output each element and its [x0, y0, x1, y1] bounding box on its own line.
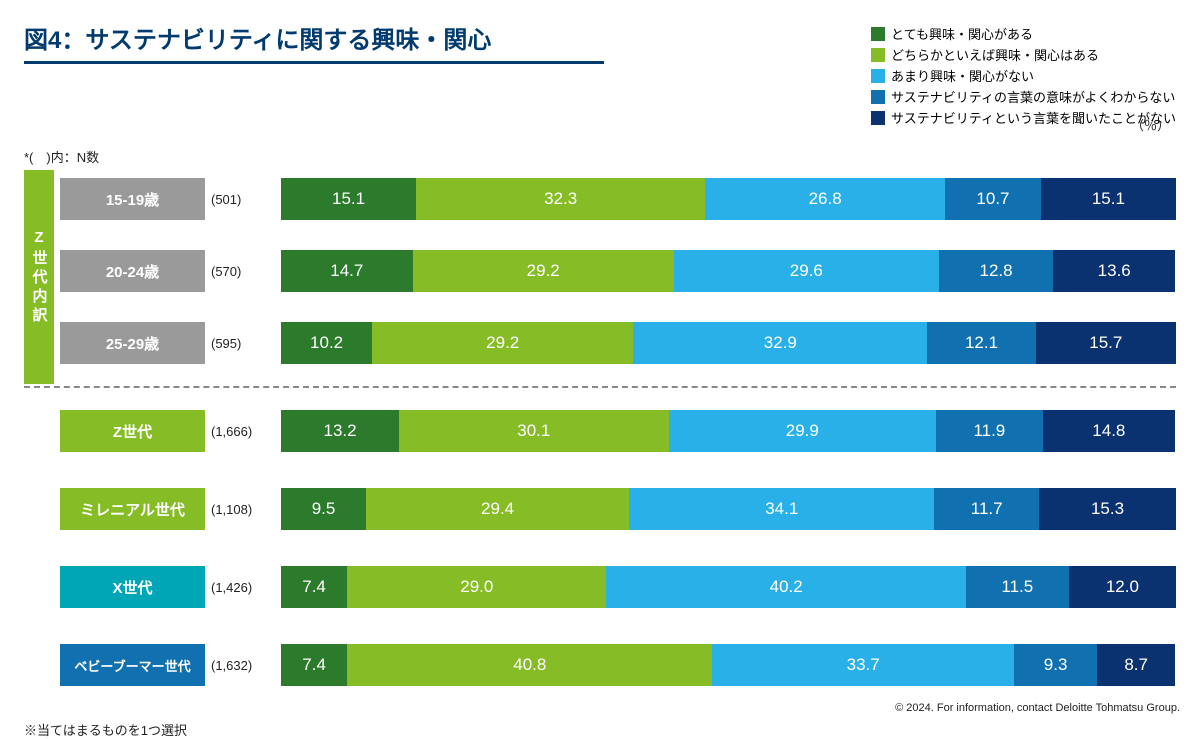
legend-label: サステナビリティの言葉の意味がよくわからない [891, 87, 1175, 106]
category-label: ミレニアル世代 [60, 488, 205, 530]
z-gen-vertical-tab: Z世代内訳 [24, 170, 54, 384]
bar-segment: 12.1 [927, 322, 1035, 364]
n-value: (1,632) [211, 658, 271, 673]
bar-segment: 12.8 [939, 250, 1054, 292]
legend-swatch [871, 111, 885, 125]
bar-segment: 15.7 [1036, 322, 1176, 364]
percent-note: （％） [1131, 115, 1170, 134]
bar-segment: 14.8 [1043, 410, 1175, 452]
bar-segment: 29.6 [674, 250, 939, 292]
chart-row: 15-19歳(501)15.132.326.810.715.1 [60, 170, 1176, 228]
bar-segment: 29.0 [347, 566, 606, 608]
bar-segment: 15.3 [1039, 488, 1176, 530]
bar-segment: 13.6 [1053, 250, 1175, 292]
bar-segment: 40.2 [606, 566, 965, 608]
bar-segment: 33.7 [712, 644, 1014, 686]
legend-item: サステナビリティの言葉の意味がよくわからない [871, 87, 1176, 106]
bar-segment: 14.7 [281, 250, 413, 292]
legend: とても興味・関心があるどちらかといえば興味・関心はあるあまり興味・関心がないサス… [871, 24, 1176, 129]
bar-segment: 32.9 [633, 322, 927, 364]
n-value: (1,108) [211, 502, 271, 517]
stacked-bar: 7.440.833.79.38.7 [281, 644, 1176, 686]
bar-segment: 13.2 [281, 410, 399, 452]
category-label: 15-19歳 [60, 178, 205, 220]
copyright: © 2024. For information, contact Deloitt… [895, 702, 1180, 714]
legend-swatch [871, 48, 885, 62]
chart-row: ベビーブーマー世代 (1,632) 7.440.833.79.38.7 [60, 636, 1176, 694]
group-divider [24, 386, 1176, 388]
bar-segment: 29.2 [413, 250, 674, 292]
bar-segment: 30.1 [399, 410, 668, 452]
bar-segment: 11.5 [966, 566, 1069, 608]
category-label: 20-24歳 [60, 250, 205, 292]
category-label: Z世代 [60, 410, 205, 452]
bar-segment: 11.7 [934, 488, 1039, 530]
stacked-bar: 14.729.229.612.813.6 [281, 250, 1176, 292]
bar-segment: 7.4 [281, 566, 347, 608]
bar-segment: 12.0 [1069, 566, 1176, 608]
n-value: (595) [211, 336, 271, 351]
chart-row: 20-24歳 (570) 14.729.229.612.813.6 [60, 242, 1176, 300]
footnote: ※当てはまるものを1つ選択 [24, 720, 1176, 739]
legend-label: とても興味・関心がある [891, 24, 1033, 43]
legend-swatch [871, 27, 885, 41]
chart-title: 図4：サステナビリティに関する興味・関心 [24, 20, 604, 64]
n-value: (1,426) [211, 580, 271, 595]
legend-item: とても興味・関心がある [871, 24, 1176, 43]
stacked-bar: 13.230.129.911.914.8 [281, 410, 1176, 452]
bar-segment: 15.1 [281, 178, 416, 220]
legend-label: あまり興味・関心がない [891, 66, 1034, 85]
n-value: (501) [211, 192, 271, 207]
chart-row: 25-29歳 (595) 10.229.232.912.115.7 [60, 314, 1176, 372]
bar-segment: 34.1 [629, 488, 934, 530]
bar-segment: 26.8 [705, 178, 945, 220]
category-label: 25-29歳 [60, 322, 205, 364]
category-label: X世代 [60, 566, 205, 608]
bar-segment: 9.3 [1014, 644, 1097, 686]
bar-segment: 10.2 [281, 322, 372, 364]
bar-segment: 15.1 [1041, 178, 1176, 220]
stacked-bar: 9.529.434.111.715.3 [281, 488, 1176, 530]
n-note: *( )内：N数 [24, 147, 1176, 166]
chart-row: X世代 (1,426) 7.429.040.211.512.0 [60, 558, 1176, 616]
category-label: ベビーブーマー世代 [60, 644, 205, 686]
bar-segment: 11.9 [936, 410, 1043, 452]
bar-segment: 29.2 [372, 322, 633, 364]
bar-segment: 32.3 [416, 178, 705, 220]
legend-item: どちらかといえば興味・関心はある [871, 45, 1176, 64]
bar-segment: 9.5 [281, 488, 366, 530]
chart-row: ミレニアル世代 (1,108) 9.529.434.111.715.3 [60, 480, 1176, 538]
n-value: (1,666) [211, 424, 271, 439]
chart-area: Z世代内訳 15-19歳(501)15.132.326.810.715.120-… [24, 170, 1176, 386]
bar-segment: 8.7 [1097, 644, 1175, 686]
legend-item: あまり興味・関心がない [871, 66, 1176, 85]
bar-segment: 10.7 [945, 178, 1041, 220]
stacked-bar: 10.229.232.912.115.7 [281, 322, 1176, 364]
bar-segment: 29.9 [669, 410, 937, 452]
chart-row: Z世代 (1,666) 13.230.129.911.914.8 [60, 402, 1176, 460]
legend-label: どちらかといえば興味・関心はある [891, 45, 1099, 64]
stacked-bar: 7.429.040.211.512.0 [281, 566, 1176, 608]
bar-segment: 29.4 [366, 488, 629, 530]
bar-segment: 40.8 [347, 644, 712, 686]
legend-swatch [871, 69, 885, 83]
bar-segment: 7.4 [281, 644, 347, 686]
legend-swatch [871, 90, 885, 104]
stacked-bar: 15.132.326.810.715.1 [281, 178, 1176, 220]
n-value: (570) [211, 264, 271, 279]
